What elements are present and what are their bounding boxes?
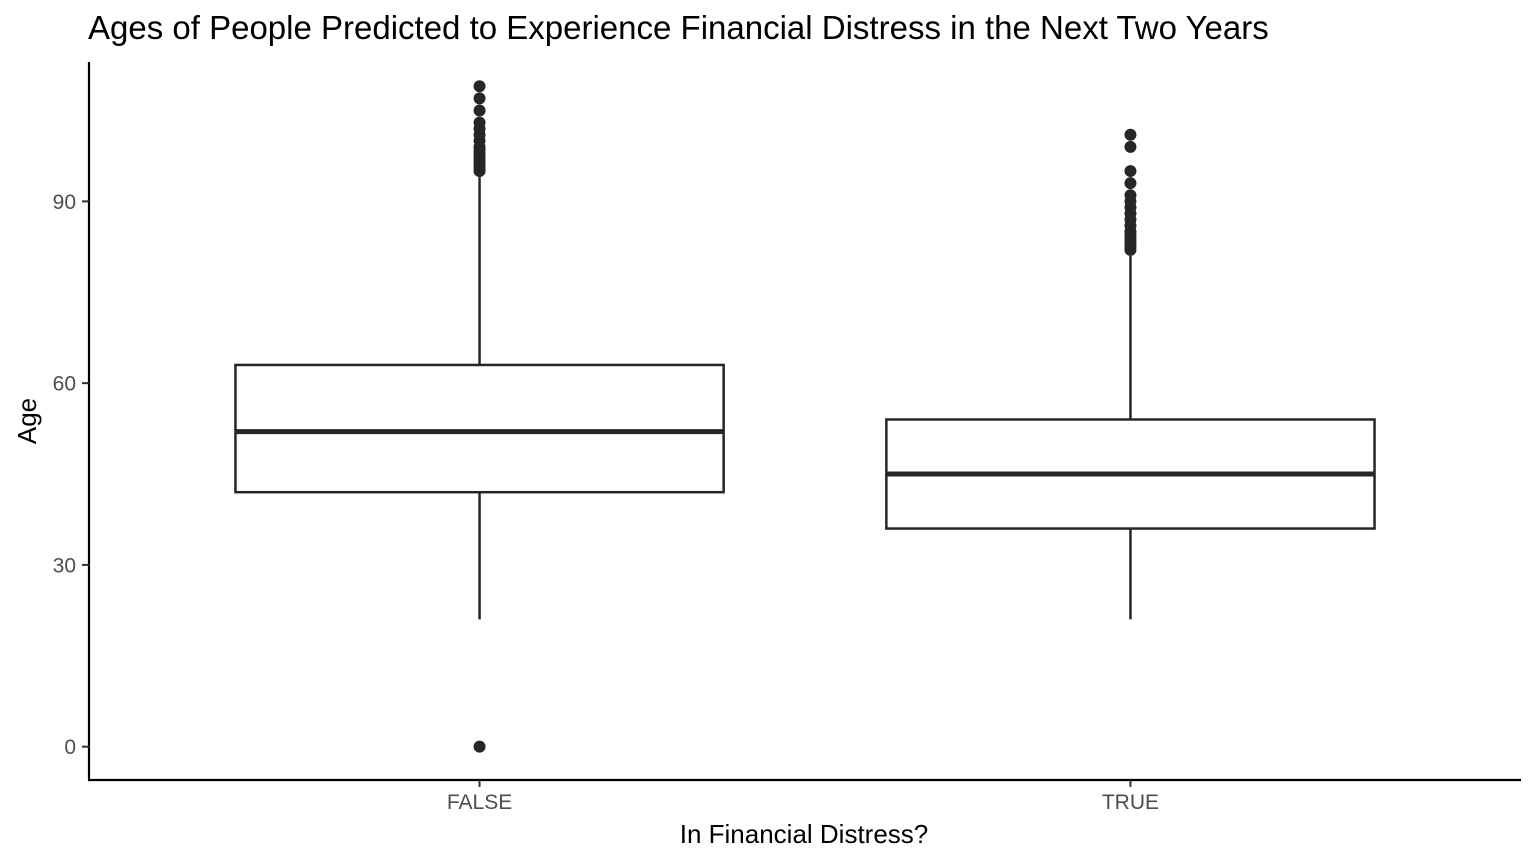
y-tick-label: 30 [53, 554, 76, 577]
outlier-point [1124, 128, 1137, 141]
y-axis-title: Age [12, 398, 42, 444]
outlier-point [473, 92, 486, 105]
chart-title: Ages of People Predicted to Experience F… [88, 9, 1269, 46]
outlier-point [1124, 140, 1137, 153]
box-true [885, 128, 1376, 620]
outlier-point [473, 740, 486, 753]
interquartile-box [234, 363, 725, 494]
plot-area [234, 80, 1376, 753]
x-tick-label: TRUE [1102, 791, 1159, 814]
x-axis-ticks: FALSE TRUE [447, 780, 1159, 814]
y-tick-label: 90 [53, 191, 76, 214]
outlier-point [473, 104, 486, 117]
outlier-point [473, 80, 486, 93]
outlier-point [473, 116, 486, 129]
outlier-point [1124, 165, 1137, 178]
x-tick-label: FALSE [447, 791, 512, 814]
y-axis-ticks: 0 30 60 90 [53, 191, 89, 759]
y-tick-label: 60 [53, 373, 76, 396]
x-axis-title: In Financial Distress? [680, 819, 929, 849]
outlier-point [1124, 177, 1137, 190]
y-tick-label: 0 [64, 736, 76, 759]
outlier-point [1124, 189, 1137, 202]
box-false [234, 80, 725, 753]
